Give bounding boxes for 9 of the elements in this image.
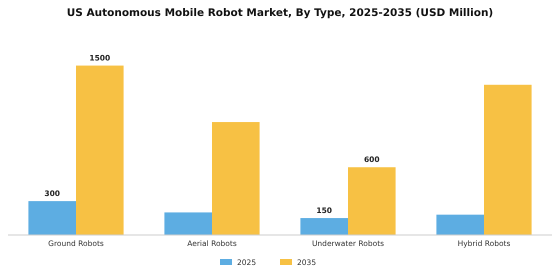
chart-title: US Autonomous Mobile Robot Market, By Type, 2025-2035 (USD Million) — [66, 7, 494, 19]
bar — [484, 84, 532, 235]
bar — [348, 167, 396, 235]
bar — [436, 214, 484, 235]
bar — [76, 66, 124, 235]
bar — [300, 218, 348, 235]
bar — [28, 201, 76, 235]
bar — [212, 122, 260, 235]
bar — [164, 212, 212, 235]
